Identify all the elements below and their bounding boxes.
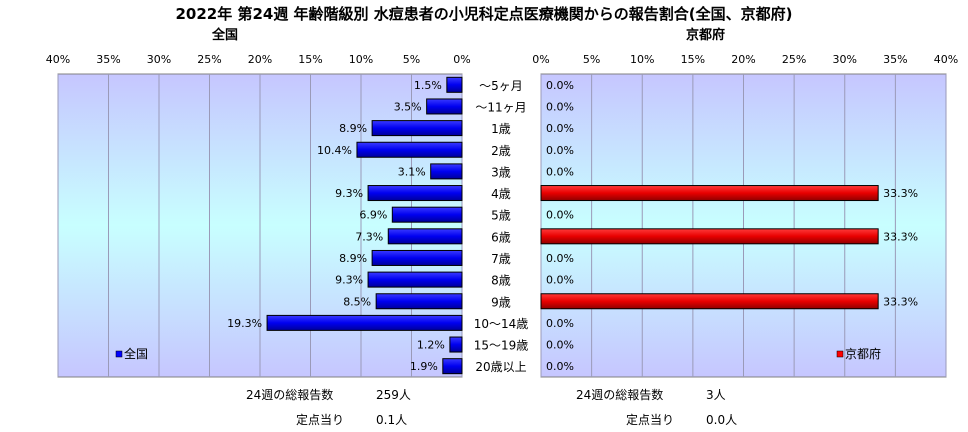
- national-per-value: 0.1人: [376, 413, 408, 427]
- right-data-label: 0.0%: [546, 165, 574, 178]
- left-bar: [426, 98, 463, 115]
- national-total-label: 24週の総報告数: [246, 388, 334, 402]
- left-bar: [266, 314, 463, 331]
- right-x-tick-label: 25%: [782, 53, 806, 66]
- right-bar: [540, 185, 879, 202]
- kyoto-total-value: 3人: [706, 388, 726, 402]
- right-data-label: 0.0%: [546, 317, 574, 330]
- left-bar: [367, 271, 463, 288]
- category-label: 4歳: [491, 187, 511, 201]
- right-data-label: 0.0%: [546, 79, 574, 92]
- left-x-tick-label: 5%: [403, 53, 420, 66]
- left-x-tick-label: 0%: [453, 53, 470, 66]
- right-data-label: 33.3%: [883, 295, 918, 308]
- left-bar: [356, 141, 463, 158]
- left-x-tick-label: 25%: [197, 53, 221, 66]
- right-x-tick-label: 35%: [883, 53, 907, 66]
- right-data-label: 33.3%: [883, 187, 918, 200]
- national-total-value: 259人: [376, 388, 411, 402]
- left-data-label: 8.9%: [339, 122, 367, 135]
- left-data-label: 7.3%: [355, 230, 383, 243]
- right-data-label: 0.0%: [546, 122, 574, 135]
- right-data-label: 0.0%: [546, 100, 574, 113]
- left-bar: [391, 206, 463, 223]
- category-label: 9歳: [491, 295, 511, 309]
- left-data-label: 9.3%: [335, 187, 363, 200]
- right-data-label: 0.0%: [546, 339, 574, 352]
- category-label: 15～19歳: [474, 339, 529, 353]
- left-x-tick-label: 30%: [147, 53, 171, 66]
- right-x-tick-label: 20%: [731, 53, 755, 66]
- left-legend-swatch: [115, 350, 123, 358]
- right-legend-swatch: [836, 350, 844, 358]
- chart-title: 2022年 第24週 年齢階級別 水痘患者の小児科定点医療機関からの報告割合(全…: [175, 5, 793, 23]
- left-x-tick-label: 35%: [96, 53, 120, 66]
- right-x-tick-label: 10%: [630, 53, 654, 66]
- right-bar: [540, 293, 879, 310]
- left-legend-label: 全国: [124, 346, 148, 361]
- left-x-tick-label: 10%: [349, 53, 373, 66]
- national-per-label: 定点当り: [296, 413, 345, 427]
- category-label: 8歳: [491, 274, 511, 288]
- left-bar: [367, 185, 463, 202]
- right-data-label: 0.0%: [546, 360, 574, 373]
- left-x-tick-label: 20%: [248, 53, 272, 66]
- left-data-label: 3.5%: [394, 100, 422, 113]
- left-data-label: 10.4%: [317, 144, 352, 157]
- right-bar: [540, 228, 879, 245]
- kyoto-per-label: 定点当り: [626, 413, 675, 427]
- left-bar: [449, 336, 463, 353]
- right-data-label: 0.0%: [546, 209, 574, 222]
- right-x-tick-label: 5%: [583, 53, 600, 66]
- right-x-tick-label: 0%: [532, 53, 549, 66]
- category-label: 20歳以上: [475, 360, 526, 374]
- left-data-label: 8.9%: [339, 252, 367, 265]
- category-label: 6歳: [491, 230, 511, 244]
- category-label: 3歳: [491, 165, 511, 179]
- left-x-tick-label: 15%: [298, 53, 322, 66]
- right-x-tick-label: 30%: [833, 53, 857, 66]
- left-data-label: 1.5%: [414, 79, 442, 92]
- left-data-label: 3.1%: [398, 165, 426, 178]
- left-bar: [442, 358, 463, 375]
- left-bar: [371, 249, 463, 266]
- right-data-label: 0.0%: [546, 252, 574, 265]
- category-label: 1歳: [491, 122, 511, 136]
- kyoto-per-value: 0.0人: [706, 413, 738, 427]
- left-panel-subtitle: 全国: [212, 28, 239, 43]
- category-label: 10～14歳: [474, 317, 529, 331]
- left-plot-area: [57, 73, 463, 378]
- left-bar: [375, 293, 463, 310]
- kyoto-total-label: 24週の総報告数: [576, 388, 664, 402]
- left-bar: [430, 163, 463, 180]
- category-label: ～5ヶ月: [479, 79, 523, 93]
- right-plot-area: [540, 73, 947, 378]
- right-legend-label: 京都府: [845, 346, 881, 361]
- category-label: 7歳: [491, 252, 511, 266]
- left-data-label: 1.2%: [417, 339, 445, 352]
- left-data-label: 6.9%: [359, 209, 387, 222]
- category-label: ～11ヶ月: [475, 100, 526, 114]
- left-data-label: 19.3%: [227, 317, 262, 330]
- left-data-label: 9.3%: [335, 274, 363, 287]
- right-data-label: 33.3%: [883, 230, 918, 243]
- left-data-label: 1.9%: [410, 360, 438, 373]
- right-data-label: 0.0%: [546, 144, 574, 157]
- left-bar: [371, 120, 463, 137]
- right-panel-subtitle: 京都府: [686, 28, 726, 43]
- right-data-label: 0.0%: [546, 274, 574, 287]
- left-data-label: 8.5%: [343, 295, 371, 308]
- right-x-tick-label: 15%: [681, 53, 705, 66]
- left-x-tick-label: 40%: [46, 53, 70, 66]
- category-label: 2歳: [491, 144, 511, 158]
- left-bar: [387, 228, 463, 245]
- left-bar: [446, 76, 463, 93]
- category-label: 5歳: [491, 209, 511, 223]
- right-x-tick-label: 40%: [934, 53, 958, 66]
